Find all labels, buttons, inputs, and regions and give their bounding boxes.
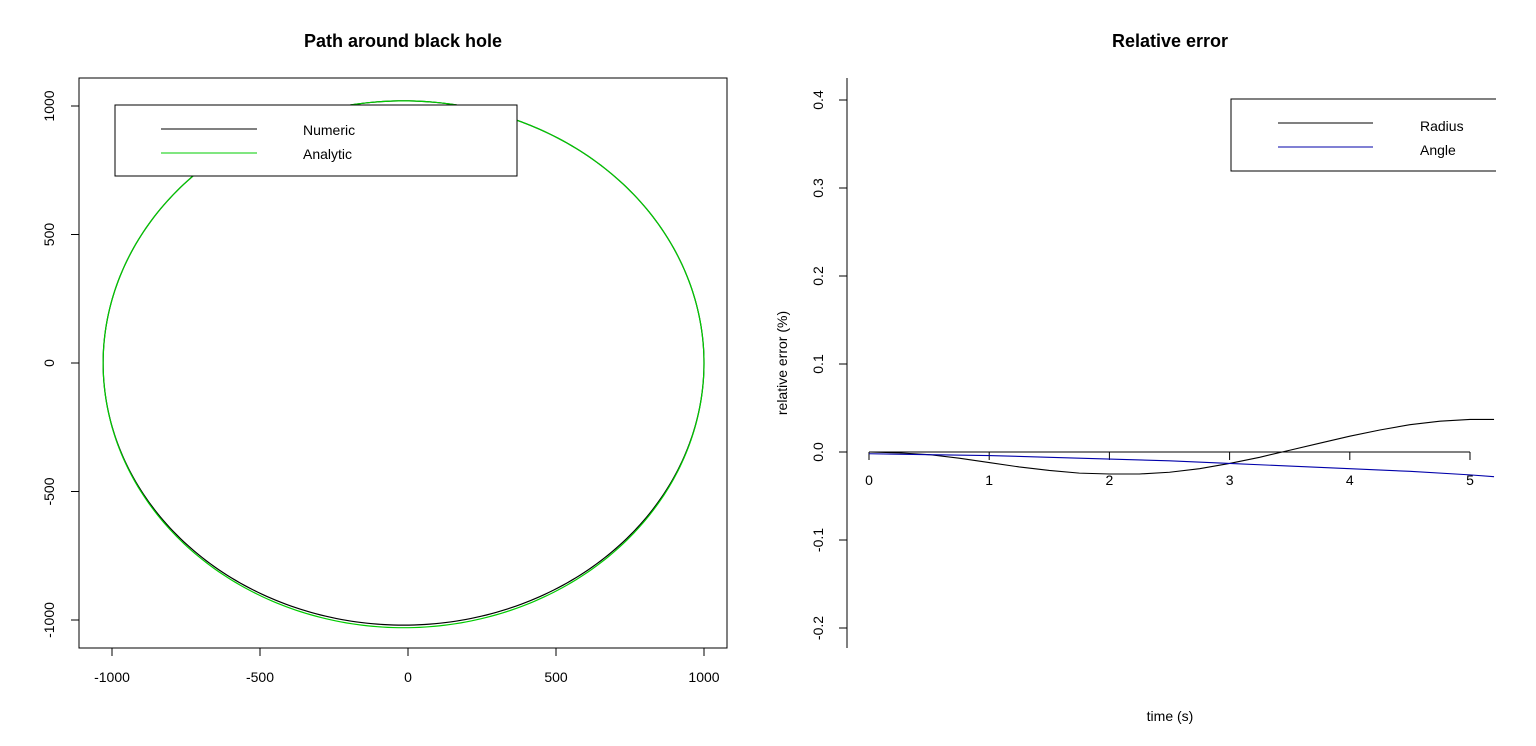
legend-box [1230,98,1496,172]
error-chart-y-axis: -0.2 -0.1 0.0 0.1 0.2 0.3 0.4 [810,90,847,640]
series-line-analytic [102,100,705,629]
x-tick-label: 0 [865,472,873,488]
error-chart-title: Relative error [1112,31,1228,51]
y-tick-label: -1000 [41,602,57,638]
x-tick-label: 0 [404,669,412,685]
y-tick-label: 0 [41,359,57,367]
path-chart-series [102,100,705,629]
legend-box [114,104,518,177]
x-tick-label: 500 [544,669,568,685]
x-tick-label: 4 [1346,472,1354,488]
y-tick-label: 0.0 [810,442,826,462]
y-tick-label: 0.4 [810,90,826,110]
series-line-radius [868,418,1495,475]
legend-label-numeric: Numeric [303,122,355,138]
path-chart-title: Path around black hole [304,31,502,51]
y-tick-label: 1000 [41,90,57,121]
x-tick-label: 2 [1106,472,1114,488]
y-tick-label: 500 [41,223,57,247]
error-chart-x-label: time (s) [1147,708,1194,724]
path-chart-x-axis: -1000 -500 0 500 1000 [94,648,720,685]
path-chart-y-axis: -1000 -500 0 500 1000 [41,90,79,638]
error-chart-y-label: relative error (%) [774,311,790,415]
path-chart: Path around black hole -1000 -500 0 500 1000… [41,31,728,685]
error-chart-series [868,418,1495,478]
x-tick-label: -1000 [94,669,130,685]
series-line-angle [868,453,1495,478]
legend-label-analytic: Analytic [303,146,352,162]
y-tick-label: -0.1 [810,528,826,552]
x-tick-label: 3 [1226,472,1234,488]
y-tick-label: 0.1 [810,354,826,374]
legend-label-radius: Radius [1420,118,1464,134]
y-tick-label: 0.2 [810,266,826,286]
x-tick-label: -500 [246,669,274,685]
path-chart-legend: Numeric Analytic [114,104,518,177]
x-tick-label: 1 [985,472,993,488]
x-tick-label: 5 [1466,472,1474,488]
y-tick-label: -500 [41,477,57,505]
error-chart-legend: Radius Angle [1230,98,1496,172]
y-tick-label: -0.2 [810,616,826,640]
x-tick-label: 1000 [688,669,719,685]
y-tick-label: 0.3 [810,178,826,198]
legend-label-angle: Angle [1420,142,1456,158]
error-chart-x-axis: 0 1 2 3 4 5 [865,451,1474,488]
series-line-numeric [102,100,705,626]
error-chart: Relative error -0.2 -0.1 0.0 0.1 0.2 0.3 0.4 0… [774,31,1496,724]
